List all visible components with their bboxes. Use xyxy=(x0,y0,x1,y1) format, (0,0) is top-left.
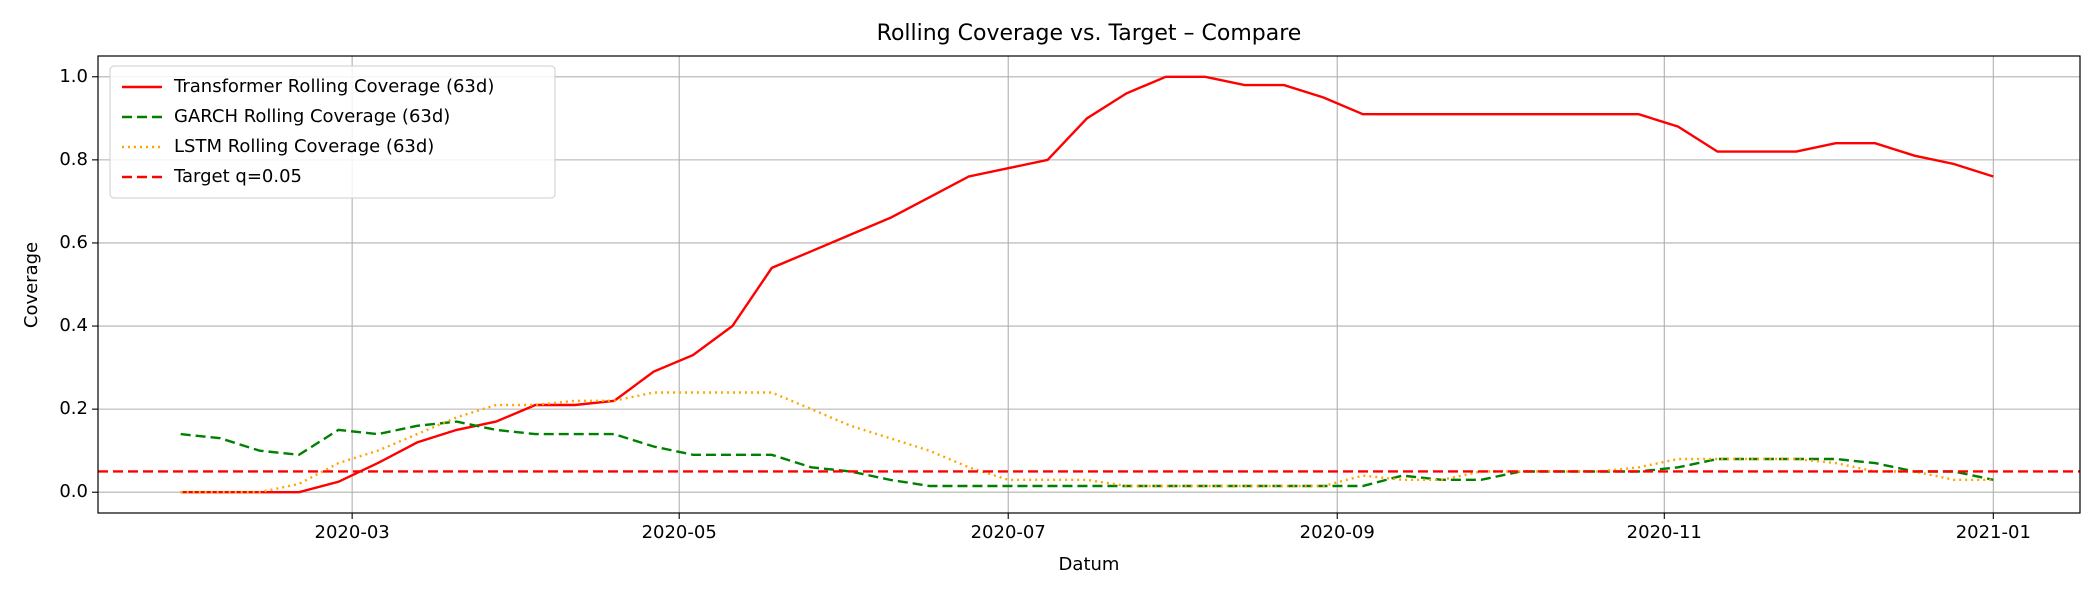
x-tick-label: 2021-01 xyxy=(1956,522,2031,543)
y-tick-label: 1.0 xyxy=(59,66,88,87)
series-line xyxy=(180,391,1994,494)
y-tick-label: 0.4 xyxy=(59,315,88,336)
y-axis-label: Coverage xyxy=(21,242,42,328)
x-tick-label: 2020-05 xyxy=(642,522,717,543)
x-tick-label: 2020-11 xyxy=(1627,522,1702,543)
legend-box xyxy=(109,65,556,199)
x-tick-label: 2020-09 xyxy=(1300,522,1375,543)
y-tick-label: 0.8 xyxy=(59,149,88,170)
legend-label: GARCH Rolling Coverage (63d) xyxy=(174,106,450,127)
x-tick-label: 2020-03 xyxy=(315,522,390,543)
chart-title: Rolling Coverage vs. Target – Compare xyxy=(877,21,1302,46)
series-line xyxy=(180,420,1994,488)
series-line xyxy=(180,75,1994,494)
legend-label: Transformer Rolling Coverage (63d) xyxy=(173,76,494,97)
y-tick-label: 0.6 xyxy=(59,232,88,253)
legend-label: Target q=0.05 xyxy=(173,166,302,187)
y-tick-label: 0.0 xyxy=(59,481,88,502)
y-tick-label: 0.2 xyxy=(59,398,88,419)
plot-frame xyxy=(97,55,2081,514)
x-tick-label: 2020-07 xyxy=(971,522,1046,543)
legend-label: LSTM Rolling Coverage (63d) xyxy=(174,136,434,157)
x-axis-label: Datum xyxy=(1059,554,1120,575)
